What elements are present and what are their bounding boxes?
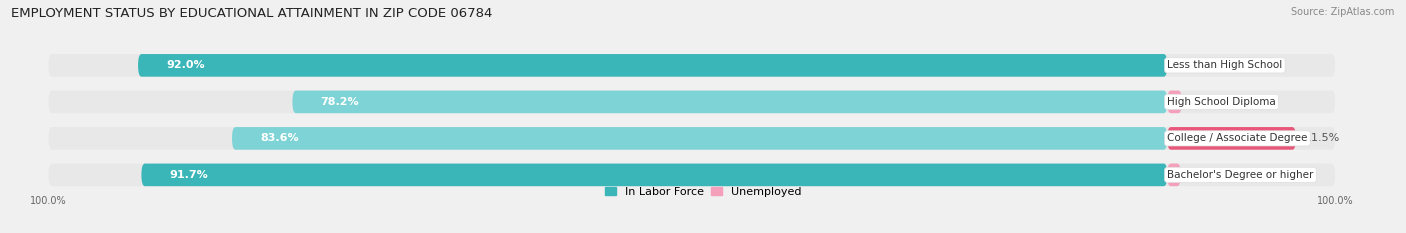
FancyBboxPatch shape: [142, 164, 1167, 186]
Text: Source: ZipAtlas.com: Source: ZipAtlas.com: [1291, 7, 1395, 17]
FancyBboxPatch shape: [1167, 127, 1296, 150]
FancyBboxPatch shape: [49, 91, 1336, 113]
FancyBboxPatch shape: [1167, 91, 1182, 113]
Text: 92.0%: 92.0%: [166, 60, 205, 70]
Text: 1.3%: 1.3%: [1191, 97, 1219, 107]
FancyBboxPatch shape: [49, 127, 1336, 150]
Text: College / Associate Degree: College / Associate Degree: [1167, 133, 1308, 143]
Text: Less than High School: Less than High School: [1167, 60, 1282, 70]
Text: 1.2%: 1.2%: [1189, 170, 1218, 180]
Legend: In Labor Force, Unemployed: In Labor Force, Unemployed: [600, 182, 806, 201]
FancyBboxPatch shape: [49, 54, 1336, 77]
Text: 78.2%: 78.2%: [321, 97, 359, 107]
FancyBboxPatch shape: [138, 54, 1167, 77]
FancyBboxPatch shape: [49, 164, 1336, 186]
Text: 0.0%: 0.0%: [1182, 60, 1211, 70]
Text: EMPLOYMENT STATUS BY EDUCATIONAL ATTAINMENT IN ZIP CODE 06784: EMPLOYMENT STATUS BY EDUCATIONAL ATTAINM…: [11, 7, 492, 20]
FancyBboxPatch shape: [292, 91, 1167, 113]
Text: Bachelor's Degree or higher: Bachelor's Degree or higher: [1167, 170, 1313, 180]
FancyBboxPatch shape: [232, 127, 1167, 150]
Text: High School Diploma: High School Diploma: [1167, 97, 1277, 107]
Text: 83.6%: 83.6%: [260, 133, 298, 143]
FancyBboxPatch shape: [1167, 164, 1181, 186]
Text: 91.7%: 91.7%: [169, 170, 208, 180]
Text: 11.5%: 11.5%: [1305, 133, 1340, 143]
